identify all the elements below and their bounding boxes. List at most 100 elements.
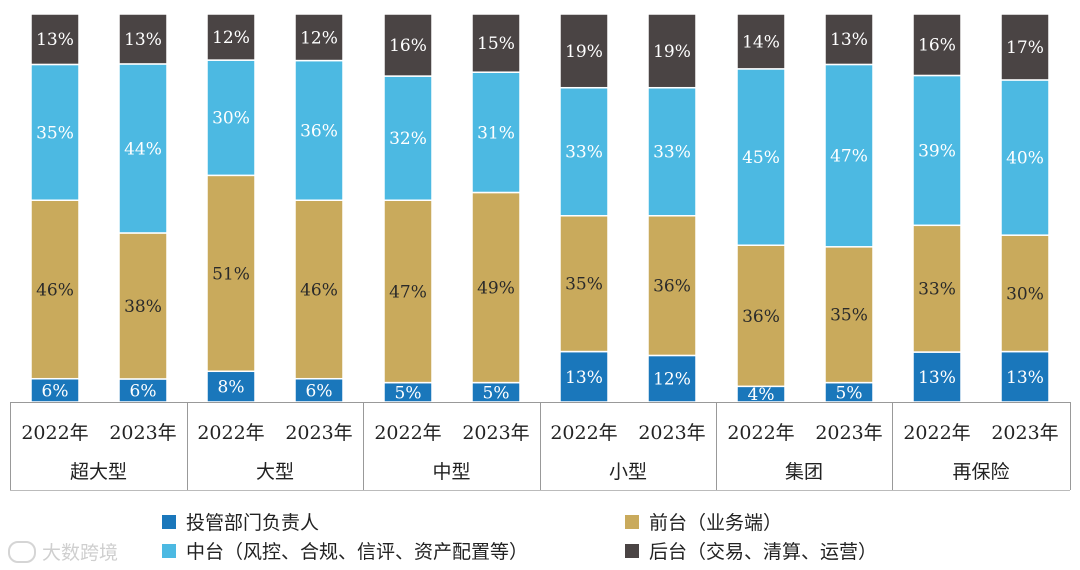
data-label: 12% xyxy=(300,28,338,48)
data-label: 12% xyxy=(212,28,250,48)
data-label: 32% xyxy=(389,129,427,149)
data-label: 15% xyxy=(477,34,515,54)
group-tick-label: 小型 xyxy=(609,461,647,483)
data-label: 35% xyxy=(36,123,74,143)
data-label: 19% xyxy=(653,42,691,62)
group-tick-label: 中型 xyxy=(432,461,470,483)
legend-swatch-mid xyxy=(162,543,176,558)
data-label: 51% xyxy=(212,264,250,284)
data-label: 5% xyxy=(483,383,510,403)
data-label: 5% xyxy=(836,383,863,403)
data-label: 13% xyxy=(36,30,74,50)
data-label: 46% xyxy=(36,280,74,300)
bar-segment xyxy=(1000,13,1050,81)
data-label: 40% xyxy=(1006,149,1044,169)
bar-segment xyxy=(1000,350,1050,403)
legend-item-front: 前台（业务端） xyxy=(625,508,782,535)
year-tick-label: 2022年 xyxy=(197,422,264,444)
watermark-logo-icon xyxy=(8,540,36,563)
data-label: 33% xyxy=(653,143,691,163)
bar-segment xyxy=(383,13,433,77)
data-label: 36% xyxy=(742,307,780,327)
bar-segment xyxy=(647,215,697,357)
bar-segment xyxy=(736,13,786,70)
group-tick-label: 再保险 xyxy=(952,461,1009,483)
bar-segment xyxy=(206,370,256,403)
data-label: 8% xyxy=(218,378,245,398)
year-tick-label: 2023年 xyxy=(285,422,352,444)
bar-segment xyxy=(30,13,80,66)
group-tick-label: 超大型 xyxy=(70,461,127,483)
year-tick-label: 2022年 xyxy=(727,422,794,444)
data-label: 13% xyxy=(830,30,868,50)
watermark: 大数跨境 xyxy=(8,538,118,565)
stacked-bar-chart: 6% 46% 35% 13% 6% 38% 44% 13% 8% 51% 30% 12% 6% 46% 36… xyxy=(10,13,1071,491)
year-tick-label: 2022年 xyxy=(21,422,88,444)
year-tick-label: 2022年 xyxy=(374,422,441,444)
data-label: 30% xyxy=(1006,284,1044,304)
legend-item-mid: 中台（风控、合规、信评、资产配置等） xyxy=(162,537,528,564)
bar-segment xyxy=(383,75,433,201)
data-label: 6% xyxy=(306,381,333,401)
data-label: 36% xyxy=(653,277,691,297)
data-label: 13% xyxy=(1006,368,1044,388)
legend-swatch-head xyxy=(162,514,176,529)
data-label: 45% xyxy=(742,148,780,168)
data-label: 44% xyxy=(124,139,162,159)
data-label: 6% xyxy=(130,381,157,401)
data-label: 14% xyxy=(742,32,780,52)
bar-segment xyxy=(912,74,962,227)
data-label: 5% xyxy=(395,383,422,403)
bar-segment xyxy=(1000,234,1050,353)
bar-segment xyxy=(559,215,609,353)
legend-swatch-front xyxy=(625,514,639,529)
data-label: 35% xyxy=(565,275,603,295)
data-label: 16% xyxy=(389,36,427,56)
bar-segment xyxy=(559,350,609,403)
data-label: 16% xyxy=(918,36,956,56)
data-label: 49% xyxy=(477,279,515,299)
legend-label-front: 前台（业务端） xyxy=(649,512,783,534)
data-label: 30% xyxy=(212,109,250,129)
bar-segment xyxy=(912,224,962,353)
bar-segment xyxy=(294,59,344,201)
bar-segment xyxy=(118,13,168,65)
legend-item-back: 后台（交易、清算、运营） xyxy=(625,537,877,564)
year-tick-label: 2022年 xyxy=(550,422,617,444)
year-tick-label: 2023年 xyxy=(991,422,1058,444)
bar-segment xyxy=(206,174,256,373)
group-tick-label: 集团 xyxy=(785,461,823,483)
data-label: 4% xyxy=(748,385,775,405)
bar-segment xyxy=(383,199,433,384)
bar-segment xyxy=(30,199,80,380)
bar-segment xyxy=(118,63,168,234)
bar-segment xyxy=(736,68,786,246)
legend-swatch-back xyxy=(625,543,639,558)
data-label: 36% xyxy=(300,121,338,141)
bar-segment xyxy=(471,71,521,194)
year-tick-label: 2022年 xyxy=(903,422,970,444)
legend-item-head: 投管部门负责人 xyxy=(162,508,319,535)
bar-segment xyxy=(824,13,874,66)
bar-segment xyxy=(647,86,697,217)
data-label: 33% xyxy=(565,143,603,163)
legend-label-back: 后台（交易、清算、运营） xyxy=(649,541,878,563)
bar-segment xyxy=(471,191,521,384)
data-label: 31% xyxy=(477,123,515,143)
data-label: 39% xyxy=(918,141,956,161)
data-label: 38% xyxy=(124,297,162,317)
data-label: 12% xyxy=(653,370,691,390)
data-label: 13% xyxy=(565,368,603,388)
data-label: 35% xyxy=(830,306,868,326)
year-tick-label: 2023年 xyxy=(815,422,882,444)
bar-segment xyxy=(294,13,344,62)
bar-segment xyxy=(559,86,609,217)
year-tick-label: 2023年 xyxy=(109,422,176,444)
data-label: 33% xyxy=(918,280,956,300)
year-tick-label: 2023年 xyxy=(462,422,529,444)
legend-label-head: 投管部门负责人 xyxy=(186,512,320,534)
data-label: 13% xyxy=(124,30,162,50)
data-label: 17% xyxy=(1006,38,1044,58)
legend-label-mid: 中台（风控、合规、信评、资产配置等） xyxy=(186,541,529,563)
watermark-text: 大数跨境 xyxy=(42,542,119,564)
